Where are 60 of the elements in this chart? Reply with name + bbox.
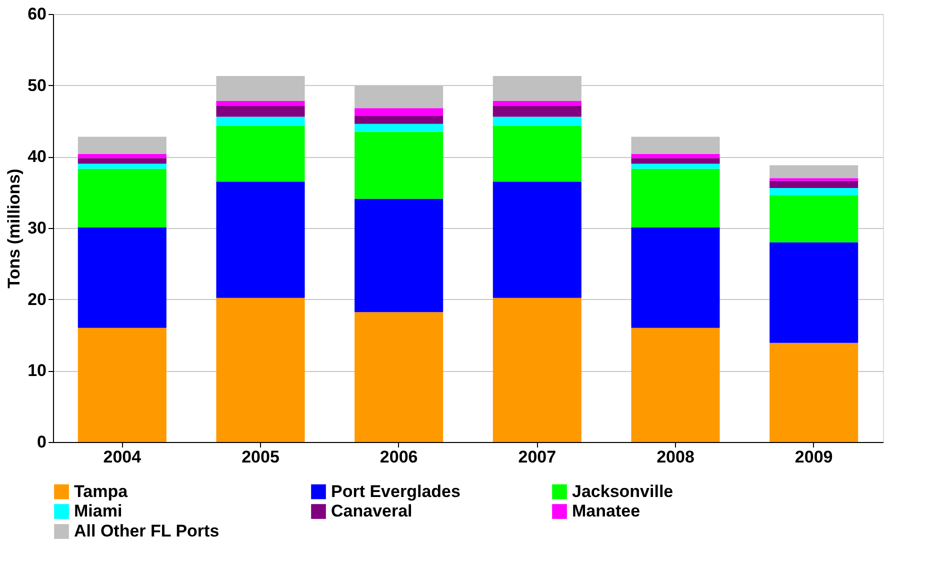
bar xyxy=(216,106,305,117)
bar xyxy=(770,165,858,178)
bar xyxy=(492,101,582,106)
y-tick-label: 50 xyxy=(28,76,46,95)
bar xyxy=(78,158,166,164)
bar xyxy=(78,164,166,169)
bar xyxy=(354,132,444,199)
y-tick-label: 30 xyxy=(28,218,46,238)
bar xyxy=(216,116,305,126)
bar xyxy=(631,154,720,158)
bar xyxy=(492,298,582,442)
bar xyxy=(78,136,166,154)
bar xyxy=(770,342,858,442)
y-tick-label: 0 xyxy=(37,432,46,452)
x-tick-label: 2007 xyxy=(518,448,556,466)
bar xyxy=(216,101,305,106)
bar xyxy=(216,126,305,182)
y-tick-label: 20 xyxy=(28,290,46,309)
bar xyxy=(492,106,582,117)
bar xyxy=(216,182,305,298)
bar xyxy=(770,178,858,181)
bar xyxy=(770,242,858,343)
bar xyxy=(354,198,444,312)
bar xyxy=(354,108,444,116)
x-tick-label: 2006 xyxy=(380,448,418,466)
y-tick-label: 60 xyxy=(28,4,46,24)
bar xyxy=(354,116,444,124)
bar xyxy=(354,124,444,132)
bar xyxy=(631,136,720,154)
y-tick-label: 10 xyxy=(28,361,46,380)
legend-label: Jacksonville xyxy=(572,482,674,501)
legend-label: All Other FL Ports xyxy=(74,522,220,540)
bar xyxy=(78,168,166,228)
y-tick-label: 40 xyxy=(28,147,46,166)
bar xyxy=(492,182,582,298)
legend-label: Canaveral xyxy=(331,502,412,520)
bar xyxy=(770,180,858,188)
legend-label: Manatee xyxy=(572,502,640,520)
x-tick-label: 2008 xyxy=(656,448,694,466)
bar xyxy=(78,328,166,442)
x-tick-label: 2004 xyxy=(103,448,142,466)
x-tick-label: 2009 xyxy=(794,448,833,466)
x-tick-label: 2005 xyxy=(242,448,280,466)
bar xyxy=(631,227,720,328)
bar xyxy=(78,227,166,328)
bar xyxy=(631,158,720,164)
bar xyxy=(631,328,720,442)
bar xyxy=(770,188,858,196)
bar xyxy=(354,312,444,442)
y-axis-title: Tons (millions) xyxy=(4,168,24,288)
legend-label: Tampa xyxy=(74,482,128,501)
bar xyxy=(770,195,858,242)
bar xyxy=(631,164,720,169)
bar xyxy=(631,168,720,228)
bar xyxy=(492,126,582,182)
bar xyxy=(216,298,305,442)
legend-label: Port Everglades xyxy=(331,482,460,501)
bar xyxy=(492,116,582,126)
legend-label: Miami xyxy=(74,502,122,520)
bar xyxy=(78,154,166,158)
